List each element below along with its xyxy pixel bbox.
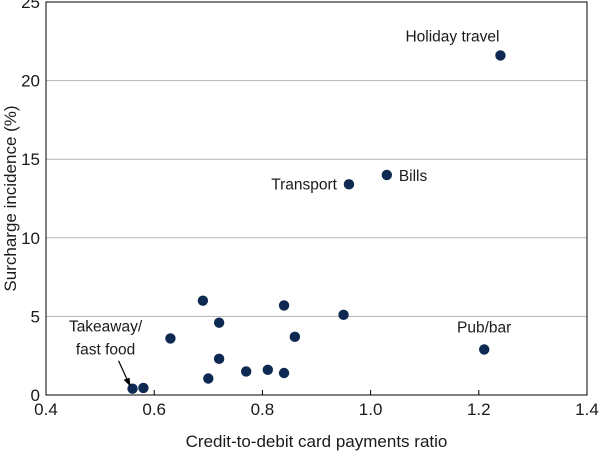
- data-point: [278, 367, 290, 379]
- y-tick-label: 5: [31, 307, 40, 326]
- data-point: [381, 169, 393, 181]
- data-point: [213, 317, 225, 328]
- data-point: [495, 50, 506, 61]
- annotation-label: Transport: [271, 176, 337, 193]
- plot-frame: [45, 1, 588, 396]
- x-tick-label: 0.4: [34, 400, 58, 419]
- x-tick-label: 1.0: [359, 400, 383, 419]
- annotations: Holiday travel Bills Transport Pub/bar Takea…: [69, 28, 511, 387]
- annotation-label: Takeaway/: [69, 319, 143, 336]
- x-axis-label: Credit-to-debit card payments ratio: [186, 432, 448, 451]
- y-tick-label: 10: [21, 229, 40, 248]
- data-point: [338, 309, 349, 321]
- x-tick-label: 1.2: [467, 400, 491, 419]
- data-point: [203, 373, 214, 384]
- annotation-label: Pub/bar: [457, 319, 511, 336]
- y-axis-label: Surcharge incidence (%): [1, 105, 20, 291]
- data-point: [479, 344, 490, 355]
- x-tick-label: 0.8: [251, 400, 275, 419]
- data-point: [278, 300, 290, 311]
- x-tick-label: 1.4: [575, 400, 599, 419]
- y-tick-label: 25: [21, 0, 40, 12]
- data-point: [240, 366, 252, 377]
- data-point: [197, 295, 209, 306]
- gridlines: [46, 80, 587, 317]
- data-points: [127, 50, 506, 394]
- y-tick-label: 15: [21, 150, 40, 169]
- annotation-label: Bills: [399, 168, 428, 185]
- data-point: [289, 331, 301, 343]
- data-point: [138, 382, 149, 394]
- x-tick-labels: 0.4 0.6 0.8 1.0 1.2 1.4: [34, 390, 599, 419]
- data-point: [262, 364, 274, 376]
- y-tick-label: 0: [31, 386, 40, 405]
- arrow-head-icon: [123, 377, 131, 387]
- annotation-label: Holiday travel: [405, 28, 499, 45]
- annotation-label: fast food: [76, 342, 135, 359]
- y-tick-labels: 0 5 10 15 20 25: [21, 0, 40, 405]
- data-point: [165, 333, 176, 344]
- data-point: [213, 353, 225, 365]
- y-tick-label: 20: [21, 72, 40, 91]
- x-tick-label: 0.6: [142, 400, 166, 419]
- data-point: [343, 179, 355, 190]
